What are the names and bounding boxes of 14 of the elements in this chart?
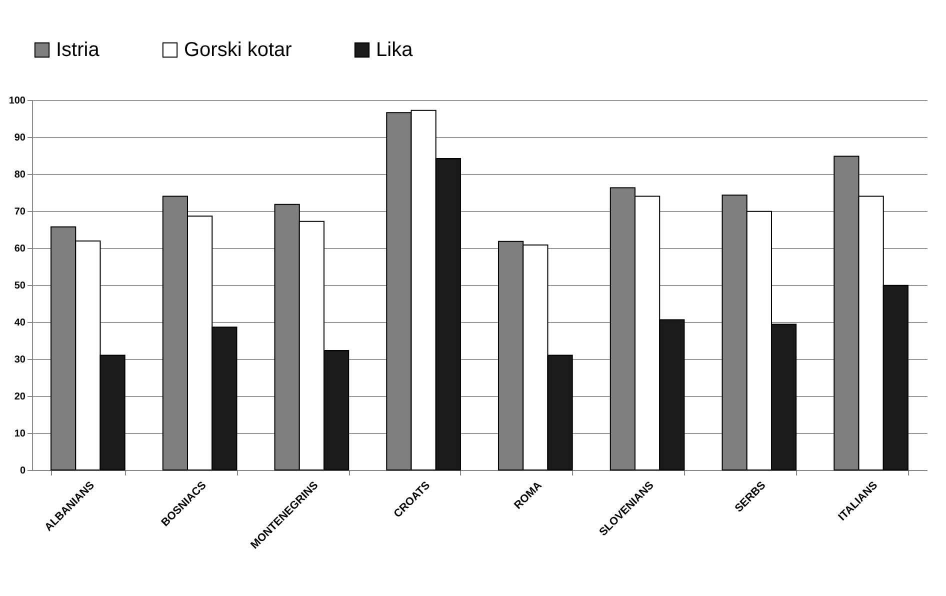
- legend-label: Gorski kotar: [184, 39, 292, 61]
- y-tick-label: 40: [14, 318, 26, 328]
- legend-label: Lika: [376, 39, 414, 61]
- y-tick-label: 0: [20, 466, 26, 476]
- y-tick-label: 10: [14, 428, 26, 440]
- y-tick-label: 50: [14, 280, 26, 292]
- y-tick-label: 20: [14, 392, 26, 402]
- y-tick-label: 70: [14, 206, 26, 218]
- y-tick-label: 90: [14, 132, 26, 144]
- y-tick-label: 80: [14, 170, 26, 180]
- y-tick-label: 60: [14, 244, 26, 254]
- y-tick-label: 30: [14, 354, 26, 366]
- legend-label: Istria: [56, 39, 100, 61]
- y-tick-label: 100: [8, 96, 26, 106]
